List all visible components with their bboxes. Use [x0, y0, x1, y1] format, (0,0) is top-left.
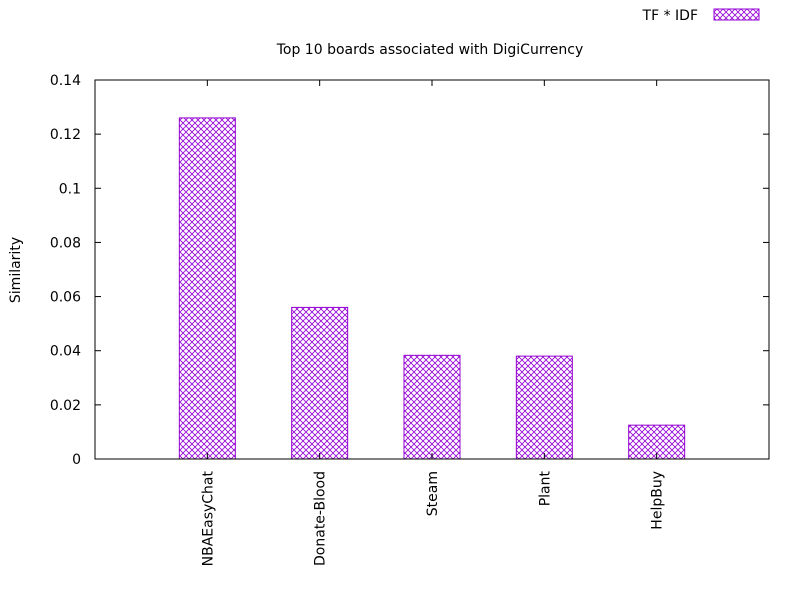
x-ticks-group: NBAEasyChat Donate-Blood Steam Plant HelpBuy	[200, 80, 666, 566]
x-tick-label: HelpBuy	[650, 471, 666, 530]
y-tick-label: 0.06	[50, 290, 81, 306]
bar	[515, 355, 573, 460]
legend-label: TF * IDF	[642, 8, 698, 24]
y-ticks-group: 0 0.02 0.04 0.06 0.08 0.1 0.12 0.14	[50, 73, 769, 468]
y-tick-label: 0.04	[50, 344, 81, 360]
x-tick-label: NBAEasyChat	[200, 470, 216, 566]
bar	[403, 354, 461, 460]
chart-title: Top 10 boards associated with DigiCurren…	[276, 42, 584, 58]
bars-group	[178, 117, 686, 460]
y-tick-label: 0.12	[50, 127, 81, 143]
bar	[291, 306, 349, 460]
x-tick-label: Donate-Blood	[313, 471, 329, 566]
y-tick-label: 0.08	[50, 235, 81, 251]
legend-swatch	[713, 8, 760, 21]
x-tick-label: Plant	[537, 470, 553, 506]
y-tick-label: 0.14	[50, 73, 81, 89]
bar	[178, 117, 236, 460]
y-tick-label: 0.02	[50, 398, 81, 414]
y-tick-label: 0.1	[59, 181, 81, 197]
y-tick-label: 0	[72, 452, 81, 468]
y-axis-label: Similarity	[8, 237, 24, 303]
x-tick-label: Steam	[425, 471, 441, 516]
plot-frame	[94, 79, 770, 460]
